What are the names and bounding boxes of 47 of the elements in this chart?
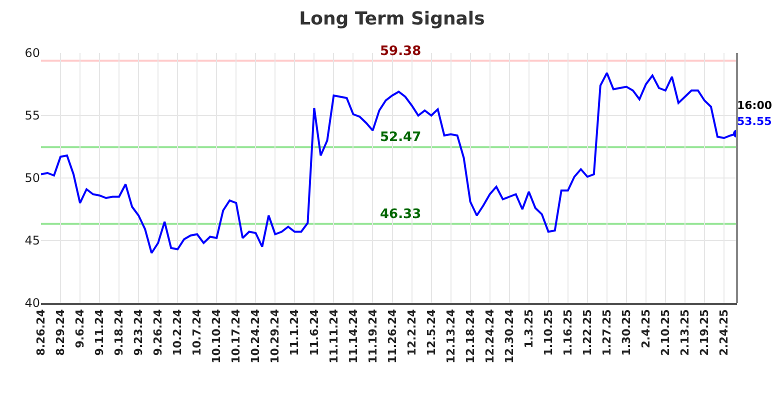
x-tick-label: 11.19.24	[366, 308, 380, 364]
x-tick-label: 1.30.25	[620, 309, 633, 356]
x-tick-label: 1.10.25	[542, 309, 555, 356]
annotation: 16:00	[737, 99, 772, 112]
x-tick-label: 1.3.25	[522, 309, 536, 348]
x-tick-label: 2.24.25	[718, 309, 731, 356]
x-tick-label: 11.6.24	[308, 308, 321, 356]
annotation: 53.55	[737, 115, 772, 128]
chart-title: Long Term Signals	[299, 8, 485, 30]
x-tick-label: 1.27.25	[600, 309, 614, 356]
x-tick-label: 12.2.24	[405, 308, 418, 356]
y-tick-label: 45	[24, 234, 40, 248]
x-tick-label: 2.19.25	[698, 309, 712, 356]
x-tick-label: 10.17.24	[230, 308, 243, 364]
y-tick-label: 40	[24, 296, 40, 310]
x-tick-label: 10.29.24	[268, 308, 282, 364]
x-tick-label: 8.29.24	[54, 308, 68, 356]
y-tick-label: 55	[24, 108, 40, 123]
x-tick-label: 2.4.25	[640, 309, 653, 348]
x-tick-label: 9.18.24	[112, 308, 126, 356]
ref-line-label: 59.38	[380, 44, 422, 59]
x-tick-label: 10.24.24	[249, 308, 262, 364]
x-tick-label: 12.18.24	[464, 308, 477, 364]
y-tick-label: 60	[24, 46, 40, 60]
x-tick-label: 11.1.24	[288, 308, 302, 356]
y-tick-label: 50	[24, 171, 40, 186]
ref-line-label: 46.33	[380, 207, 422, 222]
x-tick-label: 12.24.24	[483, 308, 496, 364]
x-tick-label: 9.26.24	[152, 308, 165, 356]
x-tick-label: 12.30.24	[502, 308, 516, 364]
x-tick-label: 10.10.24	[210, 308, 224, 364]
x-tick-label: 11.14.24	[346, 308, 360, 364]
x-tick-label: 9.6.24	[74, 308, 87, 348]
x-tick-label: 2.10.25	[659, 309, 672, 356]
x-tick-label: 8.26.24	[34, 308, 48, 356]
x-tick-label: 10.2.24	[171, 308, 184, 356]
x-tick-label: 12.13.24	[444, 308, 458, 364]
x-tick-label: 10.7.24	[190, 308, 204, 356]
x-tick-label: 9.11.24	[93, 308, 106, 356]
ref-line-label: 52.47	[380, 130, 422, 145]
x-tick-label: 11.26.24	[386, 308, 399, 364]
x-tick-label: 12.5.24	[424, 308, 438, 356]
x-tick-label: 11.11.24	[327, 308, 340, 364]
x-tick-label: 2.13.25	[678, 309, 692, 356]
x-tick-label: 1.16.25	[561, 309, 574, 356]
x-tick-label: 9.23.24	[132, 308, 146, 356]
x-tick-label: 1.22.25	[580, 309, 594, 356]
